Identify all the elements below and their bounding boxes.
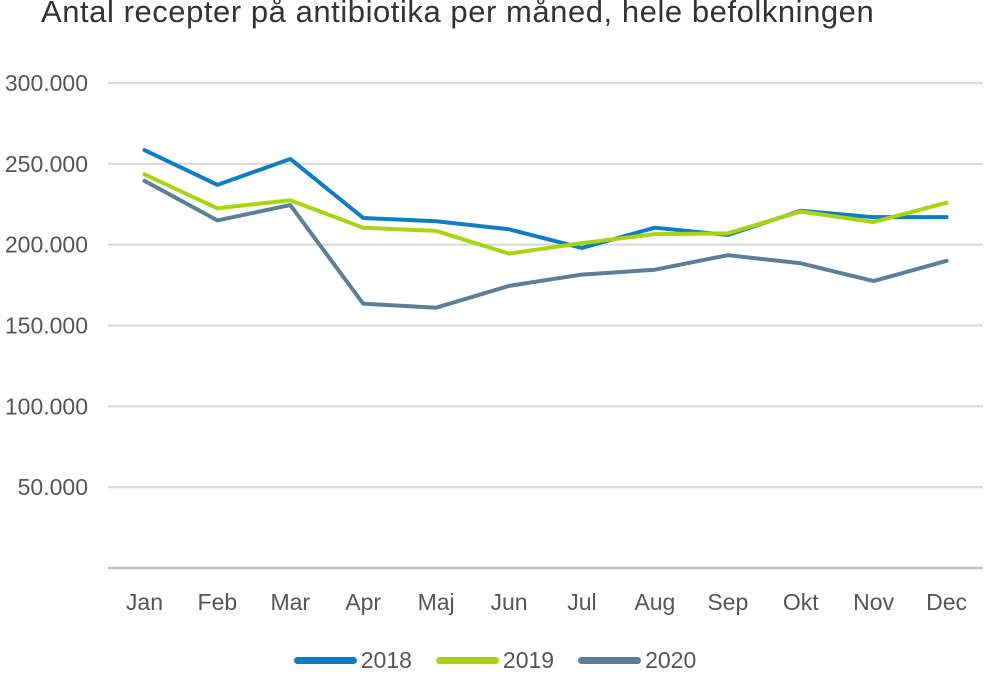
y-axis-label: 250.000: [5, 151, 88, 177]
x-axis-label: Sep: [707, 589, 748, 615]
legend-label: 2018: [360, 647, 412, 673]
legend-label: 2019: [502, 647, 555, 673]
series-line-2019: [142, 172, 949, 256]
legend-label: 2020: [645, 647, 697, 673]
x-axis-label: Apr: [345, 589, 381, 615]
x-axis-label: Okt: [783, 589, 819, 615]
y-axis-label: 150.000: [5, 313, 88, 339]
y-axis-label: 300.000: [5, 70, 88, 96]
y-axis-label: 100.000: [5, 393, 88, 419]
x-axis-label: Nov: [853, 589, 894, 615]
legend-item-2019: 2019: [435, 646, 555, 674]
legend-item-2020: 2020: [578, 646, 696, 674]
x-axis-label: Jun: [490, 589, 527, 615]
x-axis-label: Maj: [418, 589, 455, 615]
chart-legend: 2018 2019 2020: [0, 645, 990, 675]
chart-title: Antal recepter på antibiotika per måned,…: [41, 0, 875, 29]
x-axis-label: Jul: [567, 589, 596, 615]
x-axis-label: Aug: [634, 589, 675, 615]
y-axis-label: 50.000: [18, 474, 88, 500]
x-axis-label: Mar: [270, 589, 310, 615]
x-axis-label: Feb: [198, 589, 238, 615]
legend-item-2018: 2018: [293, 646, 412, 674]
x-axis-label: Dec: [926, 589, 967, 615]
x-axis-label: Jan: [126, 589, 163, 615]
series-line-2020: [142, 178, 949, 310]
legend-swatch-2020: [578, 656, 642, 664]
legend-swatch-2018: [293, 656, 357, 664]
y-axis-label: 200.000: [5, 232, 88, 258]
legend-swatch-2019: [435, 656, 499, 664]
